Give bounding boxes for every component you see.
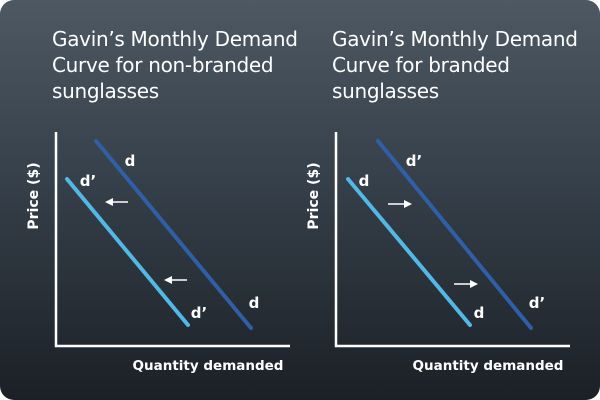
curve-label-d-prime-bottom: d’	[191, 304, 207, 322]
y-axis-label: Price ($)	[26, 162, 42, 229]
title-line: sunglasses	[332, 79, 439, 103]
y-axis-label: Price ($)	[306, 162, 322, 229]
title-line: Curve for non-branded	[52, 53, 274, 77]
demand-curve-d	[94, 139, 253, 330]
curve-label-d-prime-bottom: d’	[529, 294, 545, 312]
curve-label-d-bottom: d	[249, 294, 260, 312]
panel-title-branded: Gavin’s Monthly Demand Curve for branded…	[332, 26, 600, 104]
demand-curve-d-prime	[65, 177, 190, 327]
demand-curve-d	[346, 177, 472, 327]
title-line: Gavin’s Monthly Demand	[52, 27, 298, 51]
title-line: Gavin’s Monthly Demand	[332, 27, 578, 51]
title-line: Curve for branded	[332, 53, 510, 77]
curve-label-d-bottom: d	[474, 304, 485, 322]
demand-curve-d-prime	[376, 139, 533, 330]
curve-label-d-prime-top: d’	[80, 172, 96, 190]
curve-label-d-prime-top: d’	[406, 152, 422, 170]
panel-title-non-branded: Gavin’s Monthly Demand Curve for non-bra…	[52, 26, 322, 104]
curve-label-d-top: d	[125, 152, 136, 170]
x-axis-label: Quantity demanded	[133, 358, 284, 374]
axes	[54, 132, 290, 348]
graph-non-branded: Price ($) Quantity demanded d d d’ d’	[26, 132, 290, 374]
graph-branded: Price ($) Quantity demanded d’ d’ d d	[306, 132, 570, 374]
title-line: sunglasses	[52, 79, 159, 103]
x-axis-label: Quantity demanded	[413, 358, 564, 374]
curve-label-d-top: d	[359, 172, 370, 190]
axes	[334, 132, 570, 348]
